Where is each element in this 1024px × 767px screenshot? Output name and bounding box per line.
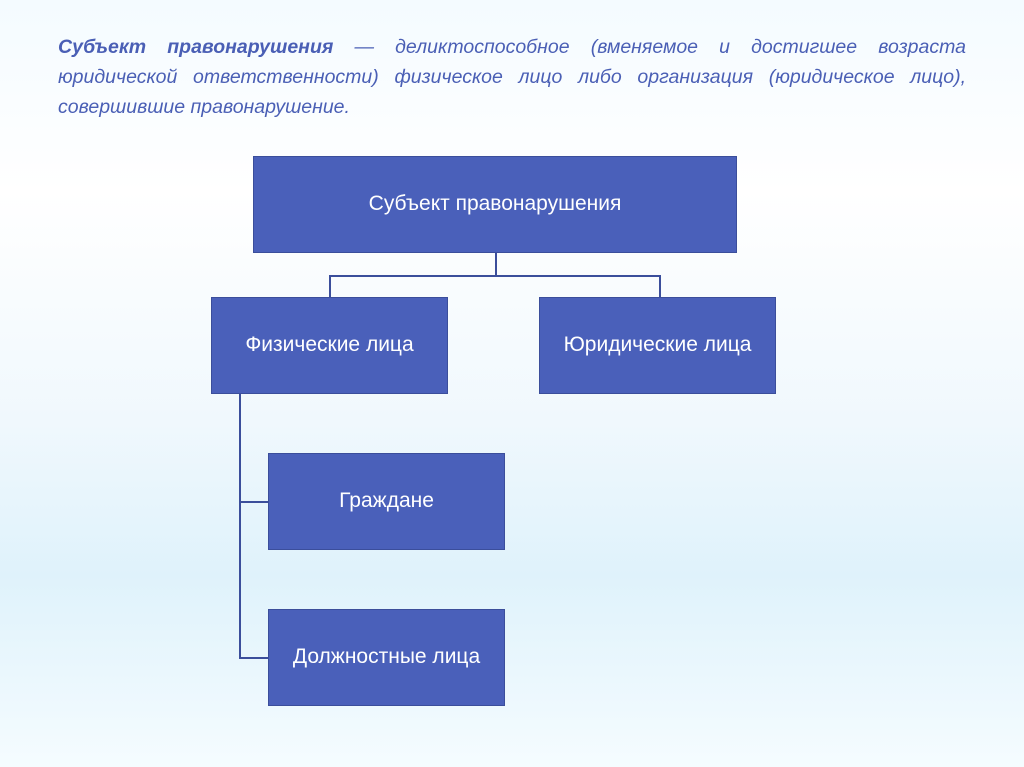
definition-term: Субъект правонарушения [58,36,333,58]
node-phys: Физические лица [211,297,448,394]
connector [239,501,268,503]
node-jur: Юридические лица [539,297,776,394]
org-tree-diagram: Субъект правонарушения Физические лица Юри… [0,150,1024,750]
connector [329,275,331,297]
connector [659,275,661,297]
node-off: Должностные лица [268,609,505,706]
connector [329,275,659,277]
definition-paragraph: Субъект правонарушения — деликтоспособно… [58,32,966,123]
connector [239,657,268,659]
node-root: Субъект правонарушения [253,156,737,253]
connector [495,253,497,275]
connector [239,394,241,657]
node-cit: Граждане [268,453,505,550]
